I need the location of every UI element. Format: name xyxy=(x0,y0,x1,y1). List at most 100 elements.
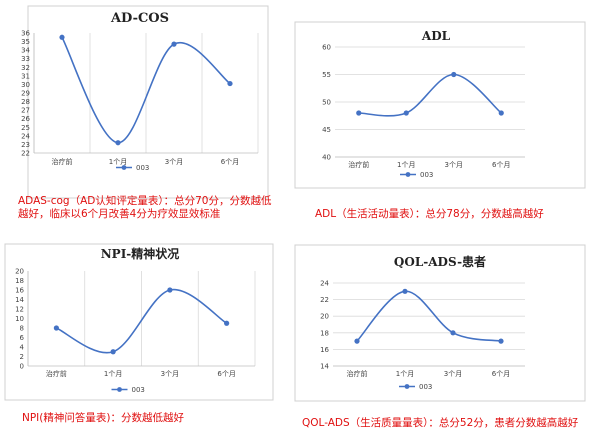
data-point xyxy=(402,288,408,294)
y-tick-label: 20 xyxy=(320,313,329,321)
y-tick-label: 36 xyxy=(21,30,30,38)
caption-line-1: ADL（生活活动量表）：总分78分，分数越高越好 xyxy=(315,208,544,220)
series-line xyxy=(61,36,231,144)
data-point xyxy=(53,325,59,331)
y-tick-label: 24 xyxy=(21,132,30,140)
chart-qol-ads-caption: QOL-ADS（生活质量量表）：总分52分，患者分数越高越好 xyxy=(302,417,578,430)
x-tick-label: 6个月 xyxy=(221,158,239,166)
legend-label: 003 xyxy=(136,164,149,172)
caption-line-1: ADAS-cog（AD认知评定量表）：总分70分，分数越低 xyxy=(18,195,272,207)
x-tick-label: 治疗前 xyxy=(46,369,67,378)
chart-frame xyxy=(4,243,274,401)
x-tick-label: 6个月 xyxy=(492,370,510,378)
y-tick-label: 33 xyxy=(21,55,30,63)
series-line xyxy=(358,73,502,117)
x-tick-label: 1个月 xyxy=(109,158,127,166)
data-point xyxy=(167,287,173,293)
chart-title: NPI-精神状况 xyxy=(101,246,180,261)
y-tick-label: 45 xyxy=(322,126,331,134)
y-tick-label: 12 xyxy=(15,306,24,314)
x-tick-label: 3个月 xyxy=(165,158,183,166)
chart-title: AD-COS xyxy=(110,11,169,26)
data-point xyxy=(498,338,504,344)
y-tick-label: 27 xyxy=(21,107,30,115)
y-tick-label: 23 xyxy=(21,141,30,149)
caption-line-1: NPI(精神问答量表)：分数越低越好 xyxy=(22,412,184,424)
data-point xyxy=(115,140,121,146)
y-tick-label: 10 xyxy=(15,315,24,323)
series-line xyxy=(356,290,502,342)
chart-frame xyxy=(27,5,269,199)
y-tick-label: 14 xyxy=(320,363,329,371)
y-tick-label: 18 xyxy=(320,329,329,337)
y-tick-label: 28 xyxy=(21,98,30,106)
data-point xyxy=(450,330,456,336)
x-tick-label: 3个月 xyxy=(444,370,462,378)
y-tick-label: 16 xyxy=(15,287,24,295)
chart-title: ADL xyxy=(421,29,451,43)
x-tick-label: 6个月 xyxy=(217,370,235,378)
chart-qol-ads-panel: QOL-ADS-患者 14 16 18 20 22 24 治疗前 1个月 3个月 6个月 003 QO… xyxy=(290,243,597,438)
x-tick-label: 3个月 xyxy=(161,370,179,378)
y-tick-label: 16 xyxy=(320,346,329,354)
y-tick-label: 24 xyxy=(320,280,329,288)
series-line xyxy=(56,288,228,354)
data-point xyxy=(110,349,116,355)
y-tick-label: 22 xyxy=(320,296,329,304)
y-tick-label: 20 xyxy=(15,268,24,276)
y-tick-label: 29 xyxy=(21,90,30,98)
chart-title: QOL-ADS-患者 xyxy=(394,254,486,269)
chart-frame xyxy=(294,21,586,189)
chart-ad-cos-caption: ADAS-cog（AD认知评定量表）：总分70分，分数越低 越好，临床以6个月改… xyxy=(18,195,271,221)
x-tick-label: 1个月 xyxy=(397,161,415,169)
y-tick-label: 0 xyxy=(20,363,24,371)
y-tick-label: 25 xyxy=(21,124,30,132)
legend-swatch-marker xyxy=(404,384,410,389)
y-tick-label: 4 xyxy=(20,344,25,352)
x-tick-label: 治疗前 xyxy=(347,369,368,378)
y-tick-label: 34 xyxy=(21,47,30,55)
caption-line-2: 越好，临床以6个月改善4分为疗效显效标准 xyxy=(18,208,221,220)
caption-line-1: QOL-ADS（生活质量量表）：总分52分，患者分数越高越好 xyxy=(302,417,579,429)
y-tick-label: 14 xyxy=(15,296,24,304)
x-tick-label: 治疗前 xyxy=(52,157,73,166)
chart-adl-caption: ADL（生活活动量表）：总分78分，分数越高越好 xyxy=(315,208,544,221)
x-tick-label: 6个月 xyxy=(492,161,510,169)
legend-label: 003 xyxy=(420,171,433,179)
y-tick-label: 2 xyxy=(20,353,24,361)
y-tick-label: 8 xyxy=(20,325,24,333)
chart-adl-panel: ADL 40 45 50 55 60 治疗前 1个月 3个月 6个月 003 ADL（生活活动量表）… xyxy=(290,20,590,230)
chart-npi-panel: NPI-精神状况 0 2 4 6 8 10 12 14 16 18 20 治疗前 1个月 3个月 6个月 003… xyxy=(0,242,280,438)
chart-adl: ADL 40 45 50 55 60 治疗前 1个月 3个月 6个月 003 xyxy=(294,21,586,189)
x-tick-label: 1个月 xyxy=(104,370,122,378)
x-tick-label: 1个月 xyxy=(396,370,414,378)
x-tick-label: 3个月 xyxy=(445,161,463,169)
x-tick-label: 治疗前 xyxy=(348,160,369,169)
data-point xyxy=(59,34,65,40)
chart-ad-cos-panel: AD-COS 22 23 24 25 26 27 28 29 30 31 32 33 34 35 36 治疗前 1… xyxy=(0,0,280,240)
y-tick-label: 22 xyxy=(21,150,30,158)
legend-swatch-marker xyxy=(121,165,127,170)
legend-swatch-marker xyxy=(117,387,122,392)
y-tick-label: 60 xyxy=(322,44,331,52)
y-tick-label: 55 xyxy=(322,71,331,79)
y-tick-label: 35 xyxy=(21,38,30,46)
data-point xyxy=(498,110,504,116)
legend-label: 003 xyxy=(419,383,432,391)
data-point xyxy=(224,320,230,326)
y-tick-label: 32 xyxy=(21,64,30,72)
chart-qol-ads: QOL-ADS-患者 14 16 18 20 22 24 治疗前 1个月 3个月 6个月 003 xyxy=(294,244,586,402)
data-point xyxy=(451,71,457,78)
y-tick-label: 31 xyxy=(21,72,30,80)
y-tick-label: 6 xyxy=(20,334,25,342)
y-tick-label: 50 xyxy=(322,99,331,107)
y-tick-label: 40 xyxy=(322,154,331,162)
y-tick-label: 30 xyxy=(21,81,30,89)
y-tick-label: 26 xyxy=(21,115,30,123)
data-point xyxy=(354,338,360,344)
chart-frame xyxy=(294,244,586,402)
y-tick-label: 18 xyxy=(15,277,24,285)
data-point xyxy=(403,110,409,116)
